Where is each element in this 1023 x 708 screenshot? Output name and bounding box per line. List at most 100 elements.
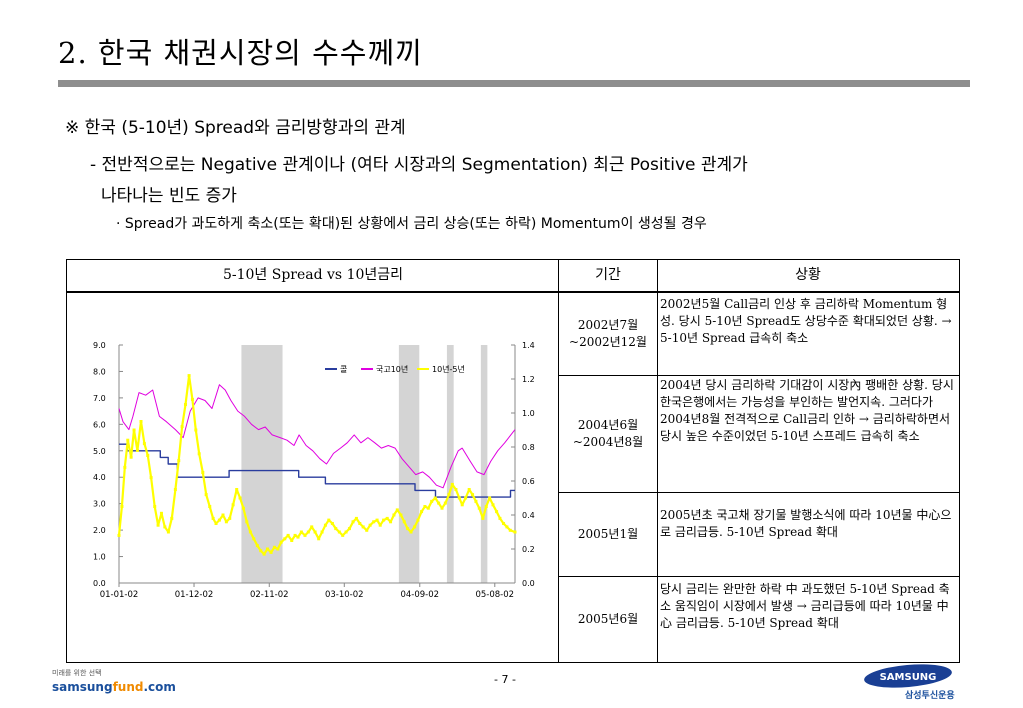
series-point	[467, 488, 471, 491]
row-divider	[559, 492, 959, 493]
shaded-period	[446, 345, 454, 583]
series-point	[454, 488, 458, 491]
series-point	[197, 452, 201, 456]
series-point	[139, 420, 143, 423]
col-divider	[558, 260, 559, 662]
series-point	[123, 465, 127, 469]
x-tick-label: 03-10-02	[325, 590, 364, 600]
page-title: 2. 한국 채권시장의 수수께끼	[58, 36, 423, 70]
series-point	[149, 476, 153, 480]
series-point	[208, 505, 212, 508]
series-point	[426, 506, 430, 510]
series-point	[327, 518, 331, 522]
header-period: 기간	[559, 260, 657, 293]
series-point	[317, 537, 321, 541]
series-point	[361, 525, 365, 529]
x-tick-label: 01-12-02	[175, 590, 214, 600]
series-point	[241, 506, 245, 510]
series-point	[177, 459, 181, 463]
rates-chart: 0.0 1.0 2.0 3.0 4.0 5.0 6.0 7.0 8.0 9.0 0.0 0.2 0.4 0…	[93, 341, 535, 600]
legend-label: 10년-5년	[432, 364, 465, 374]
header-situation: 상황	[657, 260, 959, 293]
series-point	[173, 488, 177, 491]
x-tick-label: 01-01-02	[100, 590, 139, 600]
series-point	[385, 516, 389, 520]
series-point	[437, 501, 441, 505]
series-point	[204, 493, 208, 497]
series-point	[228, 516, 232, 520]
bullet-main: ※ 한국 (5-10년) Spread와 금리방향과의 관계	[65, 118, 406, 138]
y-right-tick-label: 1.2	[522, 375, 535, 384]
y-right-tick-label: 1.0	[522, 409, 535, 418]
series-point	[413, 525, 417, 529]
series-point	[375, 518, 379, 522]
y-right-tick-label: 0.2	[522, 545, 535, 554]
y-left-tick-label: 0.0	[93, 579, 106, 588]
series-point	[443, 501, 447, 505]
series-point	[126, 438, 130, 442]
series-point	[159, 511, 163, 515]
series-point	[265, 547, 269, 551]
series-point	[513, 530, 517, 534]
series-point	[135, 448, 139, 452]
series-point	[283, 537, 287, 541]
series-line-콜	[119, 443, 515, 498]
series-point	[290, 539, 294, 542]
y-left-tick-label: 9.0	[93, 341, 106, 350]
series-point	[221, 513, 225, 517]
series-point	[502, 522, 506, 525]
shaded-period	[480, 345, 488, 583]
series-point	[259, 549, 263, 553]
y-left-tick-label: 3.0	[93, 500, 106, 509]
shaded-period	[398, 345, 420, 583]
series-point	[457, 496, 461, 500]
series-point	[187, 374, 191, 378]
series-point	[498, 516, 502, 520]
title-underline	[58, 80, 970, 87]
series-point	[217, 518, 221, 522]
series-point	[347, 527, 351, 531]
series-point	[337, 530, 341, 534]
series-point	[163, 525, 167, 529]
situation-cell: 2004년 당시 금리하락 기대감이 시장內 팽배한 상황. 당시 한국은행에서…	[660, 378, 954, 443]
series-point	[406, 527, 410, 531]
series-point	[372, 520, 376, 524]
series-point	[313, 530, 317, 534]
series-point	[378, 523, 382, 527]
series-point	[477, 506, 481, 510]
series-point	[231, 503, 235, 507]
series-point	[320, 530, 324, 534]
series-point	[224, 520, 228, 524]
series-point	[447, 493, 451, 497]
x-tick-label: 04-09-02	[400, 590, 439, 600]
y-right-tick-label: 0.8	[522, 443, 535, 452]
series-point	[183, 403, 187, 406]
series-point	[341, 533, 345, 537]
series-point	[440, 506, 444, 510]
y-right-tick-label: 0.0	[522, 579, 535, 588]
x-tick-label: 02-11-02	[250, 590, 289, 600]
series-point	[505, 525, 509, 529]
bullet-detail: · Spread가 과도하게 축소(또는 확대)된 상황에서 금리 상승(또는 …	[116, 216, 707, 232]
series-point	[245, 520, 249, 524]
period-cell: 2004년6월 ~2004년8월	[572, 418, 644, 449]
series-point	[495, 510, 499, 514]
series-point	[450, 482, 454, 486]
series-point	[484, 505, 488, 508]
series-point	[269, 550, 273, 554]
series-point	[334, 527, 338, 531]
shaded-period	[241, 345, 283, 583]
x-tick-label: 05-08-02	[475, 590, 514, 600]
series-point	[120, 505, 124, 508]
series-point	[296, 535, 300, 539]
footer-brand[interactable]: samsungfund.com	[52, 680, 176, 694]
y-left-tick-label: 7.0	[93, 394, 106, 403]
y-left-tick-label: 6.0	[93, 420, 106, 429]
series-point	[409, 530, 413, 534]
series-point	[180, 425, 184, 429]
series-point	[416, 518, 420, 522]
series-point	[286, 533, 290, 537]
series-point	[344, 530, 348, 534]
bullet-sub: - 전반적으로는 Negative 관계이나 (여타 시장과의 Segmenta…	[90, 155, 748, 175]
series-point	[156, 523, 160, 527]
